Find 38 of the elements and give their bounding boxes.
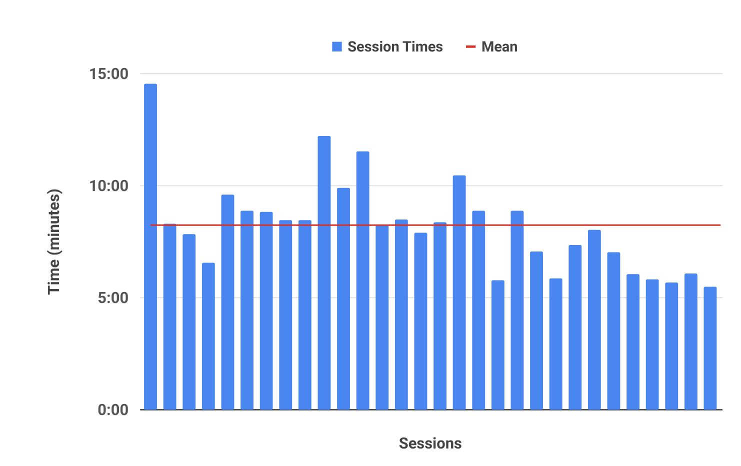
bar [646,279,659,410]
bar [665,282,678,410]
bar [549,278,562,410]
y-tick-label: 5:00 [98,289,129,308]
bar [337,188,350,410]
bar [568,245,582,410]
legend-label: Session Times [348,38,444,56]
bar [202,262,215,410]
bar [394,220,408,410]
bar [530,252,543,410]
bar [376,225,389,410]
bar [356,151,370,410]
bar [279,220,292,410]
y-tick-label: 15:00 [88,65,129,84]
bar [318,136,331,410]
bar [472,210,486,410]
bar [434,222,446,410]
bar [221,194,234,410]
bar [607,252,620,410]
x-axis-title: Sessions [398,434,462,452]
bar [684,274,698,410]
bar [298,220,312,410]
bar [626,274,640,410]
bar [144,84,157,410]
y-tick-label: 0:00 [98,401,129,420]
y-axis-title: Time (minutes) [45,188,64,295]
bar [704,286,717,410]
bar [452,175,466,410]
y-tick-label: 10:00 [88,177,129,196]
bar [414,232,428,410]
bar [588,230,601,410]
bar [182,234,196,410]
bar [510,210,524,410]
bar [260,212,273,410]
legend-label: Mean [481,38,518,56]
bar [240,210,254,410]
bar [163,224,176,410]
bar [491,280,504,410]
